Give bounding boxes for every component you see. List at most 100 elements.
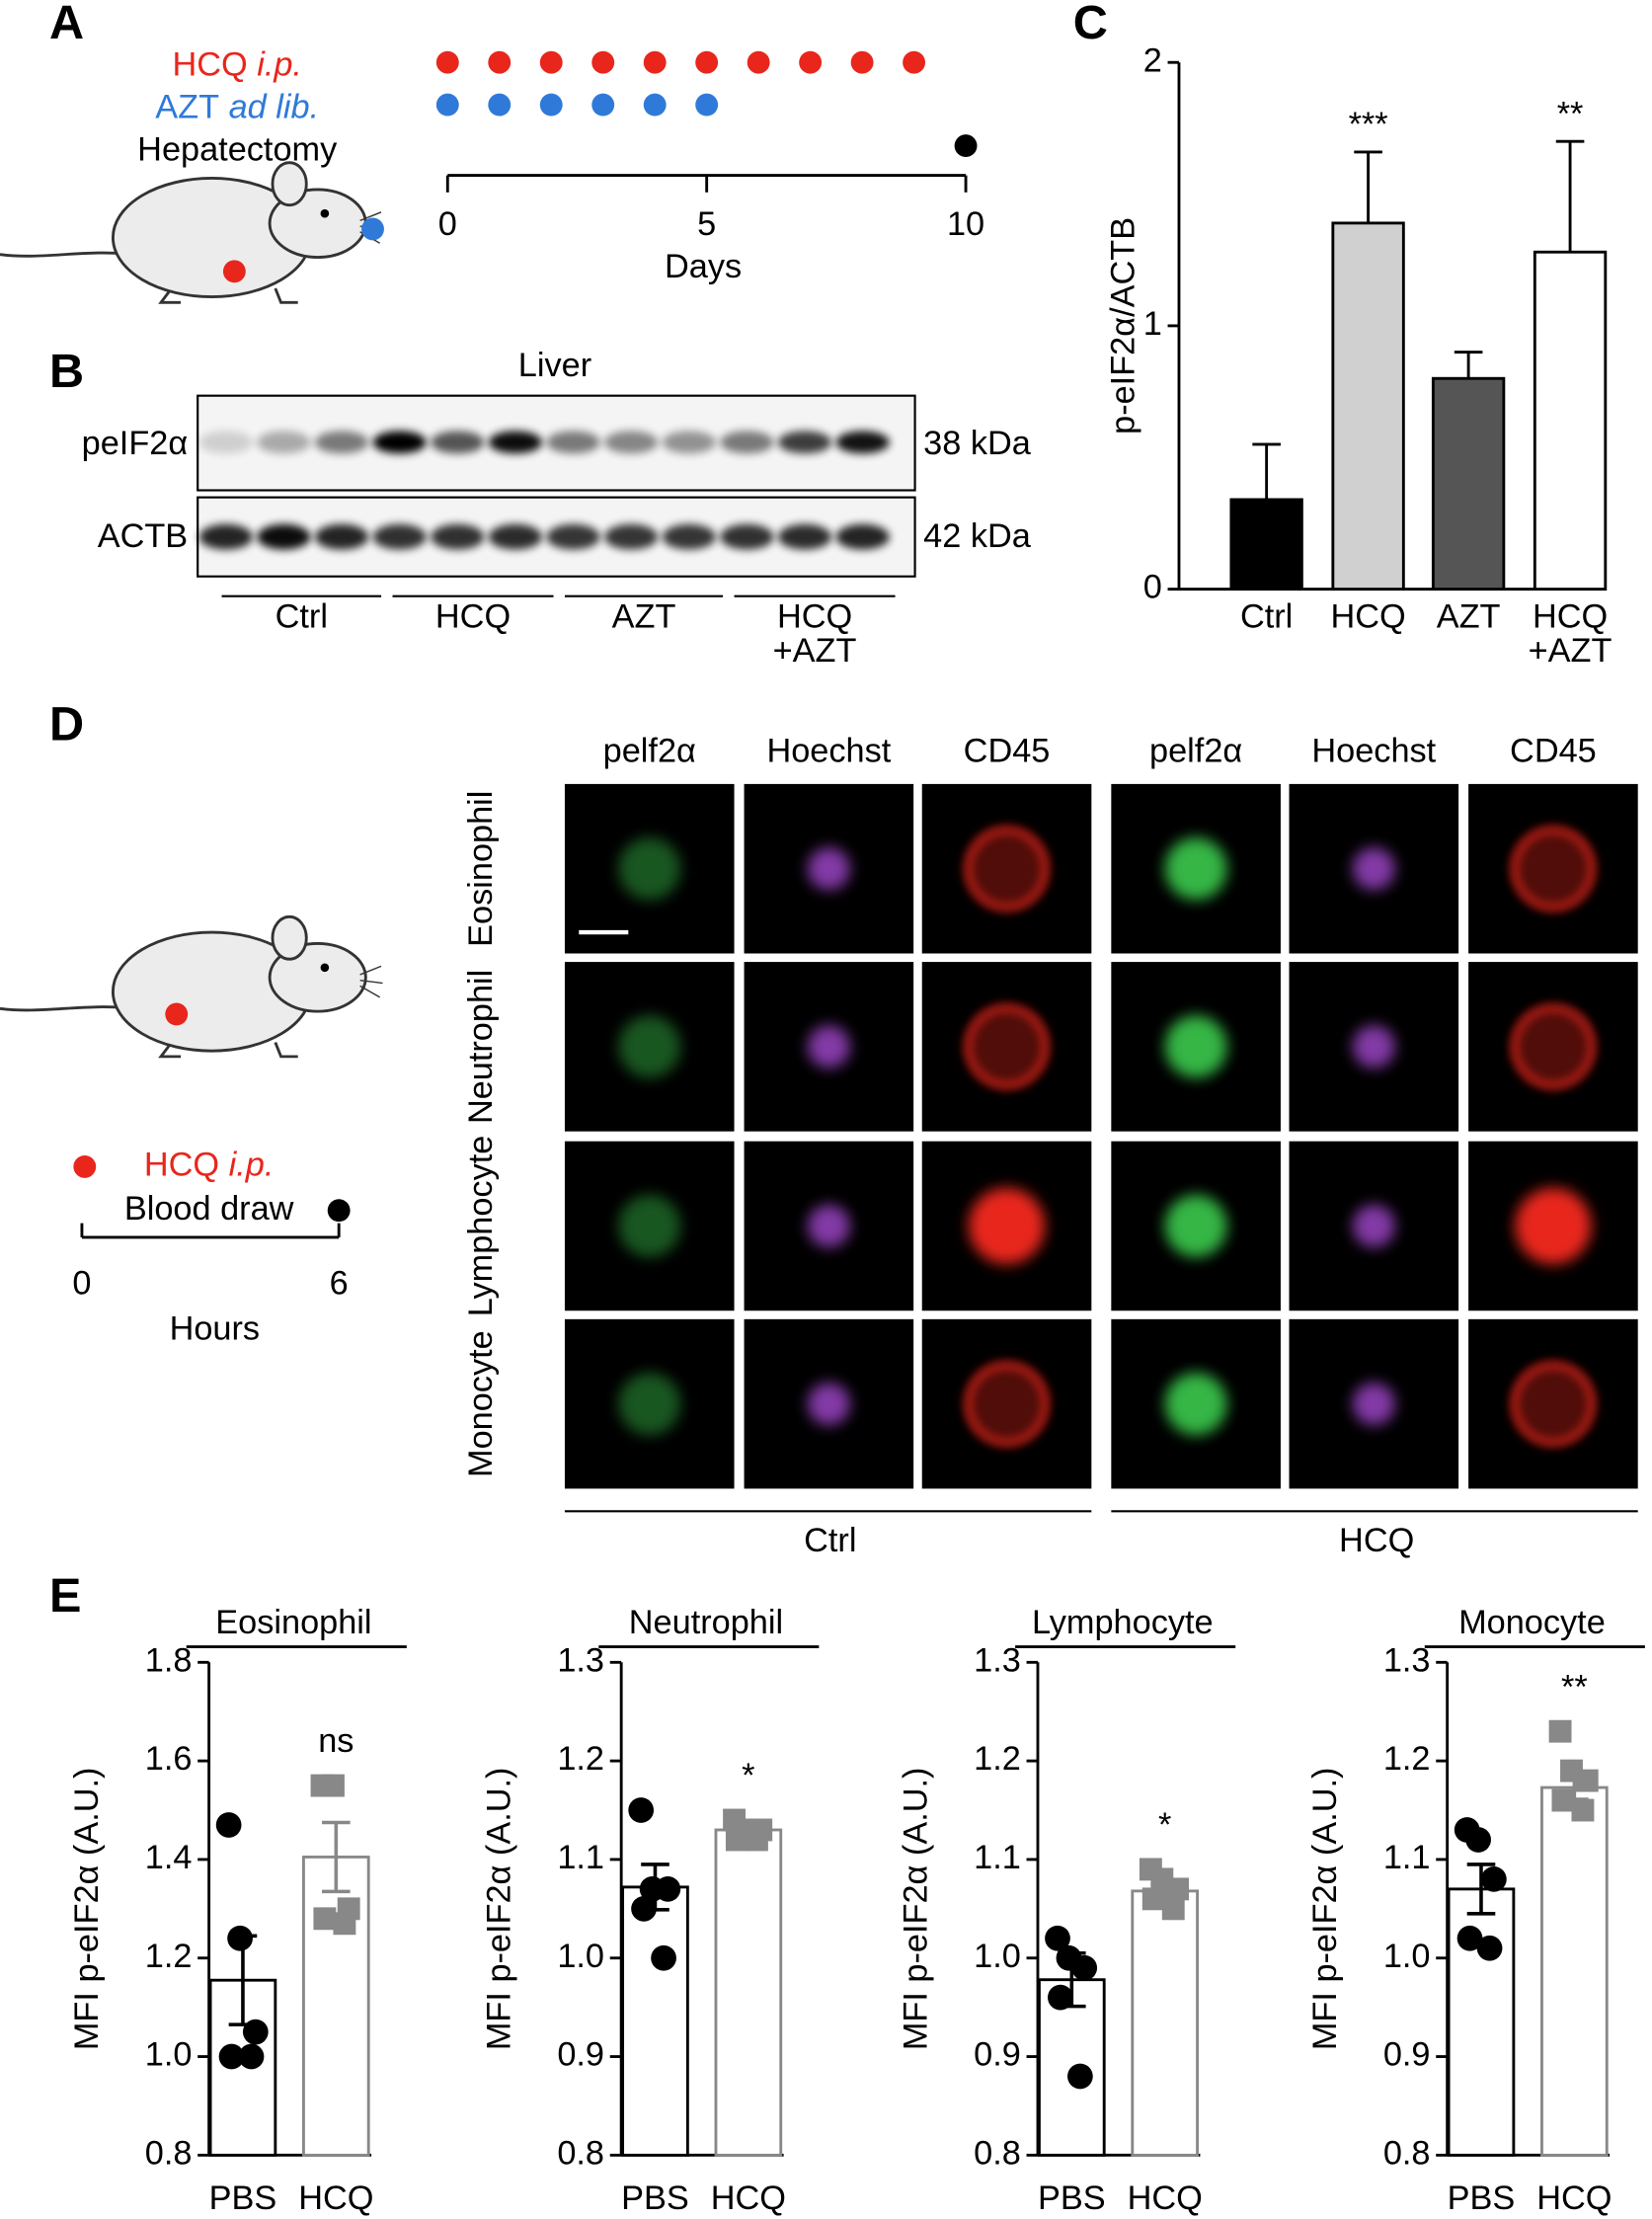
data-point <box>322 1774 345 1797</box>
text-line: HCQ <box>777 598 852 636</box>
significance: * <box>1158 1806 1171 1844</box>
data-point <box>725 1828 748 1852</box>
band <box>720 431 774 454</box>
y-tick-label: 1.1 <box>974 1839 1021 1876</box>
group-label: AZT <box>612 598 676 636</box>
surgery-label: Hepatectomy <box>137 130 338 168</box>
drug-label: HCQ i.p. <box>144 1146 275 1183</box>
x-tick-label: HCQ <box>298 2179 373 2217</box>
tissue-label: Liver <box>518 347 591 384</box>
bar <box>714 1828 783 2157</box>
text-line: +AZT <box>1529 632 1613 670</box>
cell <box>968 1366 1046 1443</box>
bar <box>1229 498 1303 592</box>
chart-title: Lymphocyte <box>1032 1604 1214 1641</box>
band <box>198 523 253 550</box>
data-point <box>1047 1984 1073 2011</box>
band <box>257 523 311 550</box>
data-point <box>1045 1925 1070 1951</box>
y-tick-label: 2 <box>1143 41 1162 79</box>
band <box>198 431 253 454</box>
cell <box>1515 831 1592 908</box>
size-label: 38 kDa <box>923 425 1032 462</box>
y-tick-label: 0.8 <box>145 2134 193 2172</box>
cell <box>1352 847 1395 891</box>
azt-dose <box>695 93 719 117</box>
band <box>314 523 369 550</box>
bar <box>1540 1785 1609 2157</box>
hcq-marker <box>73 1154 97 1178</box>
band <box>488 523 543 550</box>
route: i.p. <box>229 1146 275 1183</box>
data-point <box>651 1944 676 1971</box>
hepatectomy <box>954 134 978 158</box>
azt-dose <box>488 93 511 117</box>
band <box>604 431 659 454</box>
y-tick-label: 1.3 <box>974 1641 1021 1679</box>
cell <box>1164 1373 1227 1436</box>
text-line: AZT <box>1437 598 1501 636</box>
route: i.p. <box>257 46 302 84</box>
hcq-dose <box>643 50 667 74</box>
hcq-dose <box>695 50 719 74</box>
bar <box>621 1885 689 2157</box>
band <box>835 523 890 550</box>
data-point <box>745 1828 768 1852</box>
azt-dose <box>435 93 459 117</box>
mouse <box>0 914 384 1059</box>
y-tick-label: 1.1 <box>1383 1839 1431 1876</box>
protein-label: peIF2α <box>82 425 189 462</box>
hcq-dose <box>591 50 615 74</box>
band <box>720 523 774 550</box>
cell-type-label: Lymphocyte <box>462 1136 500 1317</box>
channel-label: CD45 <box>1510 733 1597 770</box>
cell <box>807 1025 850 1069</box>
data-point <box>1476 1935 1503 1961</box>
bar <box>1131 1889 1199 2157</box>
band <box>604 523 659 550</box>
y-tick-label: 1.2 <box>1383 1740 1431 1778</box>
y-tick-label: 1 <box>1143 305 1162 343</box>
cell <box>1352 1383 1395 1426</box>
y-tick-label: 1.3 <box>1383 1641 1431 1679</box>
channel-label: Hoechst <box>766 733 891 770</box>
event-label: Blood draw <box>124 1190 294 1228</box>
significance: ns <box>318 1722 354 1760</box>
cell <box>1515 1366 1592 1443</box>
y-tick-label: 1.4 <box>145 1839 193 1876</box>
band <box>777 523 832 550</box>
cell <box>1352 1025 1395 1069</box>
band <box>662 523 716 550</box>
cell <box>1515 1008 1592 1085</box>
data-point <box>1571 1798 1595 1822</box>
cell <box>807 847 850 891</box>
x-tick-label: AZT <box>1437 598 1501 636</box>
x-tick-label: 0 <box>72 1265 91 1303</box>
axis-label: Days <box>665 248 742 285</box>
text-line: HCQ <box>1330 598 1405 636</box>
azt-dose <box>643 93 667 117</box>
drug: AZT <box>155 88 219 125</box>
x-tick-label: HCQ +AZT <box>1529 598 1613 670</box>
band <box>431 431 485 454</box>
x-tick-label: HCQ <box>1536 2179 1612 2217</box>
blood-draw-marker <box>327 1199 351 1223</box>
y-tick-label: 1.0 <box>974 1938 1021 1975</box>
text-line: HCQ <box>435 598 511 636</box>
band <box>777 431 832 454</box>
y-tick-label: 1.3 <box>557 1641 604 1679</box>
text-line: Ctrl <box>275 598 328 636</box>
cell <box>618 837 681 901</box>
bar <box>1447 1887 1516 2157</box>
cell <box>968 831 1046 908</box>
cell <box>618 1195 681 1257</box>
data-point <box>227 1925 253 1951</box>
route: ad lib. <box>229 88 320 125</box>
mouse <box>0 161 384 304</box>
cell <box>968 1187 1046 1265</box>
y-tick-label: 1.6 <box>145 1740 193 1778</box>
x-tick-label: Ctrl <box>1240 598 1293 636</box>
data-point <box>333 1912 356 1936</box>
channel-label: Hoechst <box>1311 733 1436 770</box>
